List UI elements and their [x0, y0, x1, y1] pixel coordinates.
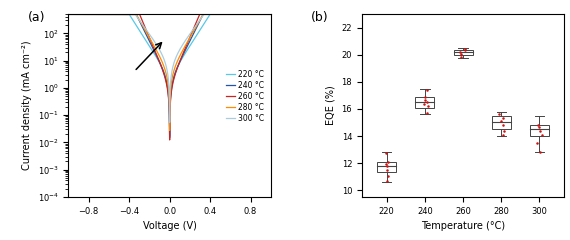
220 °C: [267, 13, 274, 16]
260 °C: [263, 13, 270, 16]
240 °C: [142, 33, 149, 36]
300 °C: [65, 13, 72, 16]
280 °C: [152, 46, 158, 49]
300 °C: [242, 13, 249, 16]
Bar: [416, 97, 434, 108]
300 °C: [166, 121, 173, 124]
Text: (a): (a): [28, 11, 46, 24]
X-axis label: Temperature (°C): Temperature (°C): [421, 221, 505, 231]
220 °C: [263, 13, 270, 16]
Line: 220 °C: 220 °C: [68, 14, 271, 136]
240 °C: [65, 13, 72, 16]
260 °C: [142, 28, 149, 31]
Y-axis label: Current density (mA cm⁻²): Current density (mA cm⁻²): [22, 41, 32, 170]
240 °C: [242, 13, 249, 16]
Bar: [377, 162, 396, 173]
240 °C: [152, 51, 158, 54]
Line: 260 °C: 260 °C: [68, 14, 271, 140]
300 °C: [142, 28, 149, 31]
280 °C: [65, 13, 72, 16]
300 °C: [267, 13, 274, 16]
220 °C: [242, 13, 249, 16]
240 °C: [88, 13, 95, 16]
240 °C: [263, 13, 270, 16]
Line: 300 °C: 300 °C: [68, 14, 271, 122]
220 °C: [100, 13, 107, 16]
260 °C: [267, 13, 274, 16]
X-axis label: Voltage (V): Voltage (V): [142, 221, 197, 231]
300 °C: [152, 41, 158, 43]
260 °C: [242, 13, 249, 16]
240 °C: [100, 13, 107, 16]
220 °C: [142, 39, 149, 42]
240 °C: [166, 136, 173, 139]
Line: 240 °C: 240 °C: [68, 14, 271, 138]
260 °C: [100, 13, 107, 16]
300 °C: [263, 13, 270, 16]
260 °C: [88, 13, 95, 16]
240 °C: [267, 13, 274, 16]
Text: (b): (b): [311, 11, 329, 24]
Bar: [492, 116, 511, 129]
220 °C: [88, 13, 95, 16]
220 °C: [152, 53, 158, 56]
Line: 280 °C: 280 °C: [68, 14, 271, 131]
260 °C: [65, 13, 72, 16]
280 °C: [88, 13, 95, 16]
280 °C: [242, 13, 249, 16]
280 °C: [263, 13, 270, 16]
280 °C: [142, 30, 149, 33]
280 °C: [166, 129, 173, 132]
Y-axis label: EQE (%): EQE (%): [326, 86, 336, 126]
Bar: [530, 125, 549, 136]
220 °C: [65, 13, 72, 16]
300 °C: [100, 13, 107, 16]
220 °C: [166, 134, 173, 137]
280 °C: [267, 13, 274, 16]
Bar: [454, 49, 473, 55]
260 °C: [152, 49, 158, 52]
280 °C: [100, 13, 107, 16]
260 °C: [166, 138, 173, 141]
Legend: 220 °C, 240 °C, 260 °C, 280 °C, 300 °C: 220 °C, 240 °C, 260 °C, 280 °C, 300 °C: [222, 67, 267, 126]
300 °C: [88, 13, 95, 16]
